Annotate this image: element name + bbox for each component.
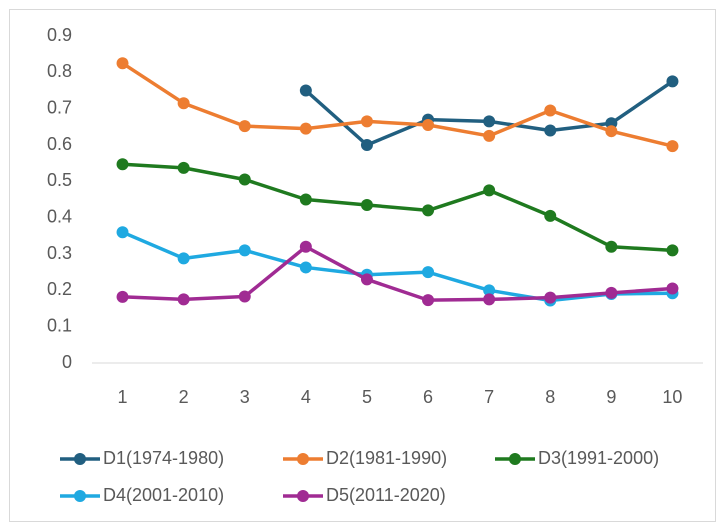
data-point: [544, 124, 557, 137]
data-point: [360, 115, 373, 128]
data-point: [483, 293, 496, 306]
y-tick-label: 0.1: [47, 315, 72, 335]
legend-marker: [297, 490, 309, 502]
x-tick-label: 1: [118, 387, 128, 407]
series-line: [122, 244, 673, 302]
data-point: [177, 97, 190, 110]
data-point: [544, 209, 557, 222]
data-point: [299, 240, 312, 253]
data-point: [483, 115, 496, 128]
data-point: [238, 244, 251, 257]
y-tick-label: 0.6: [47, 134, 72, 154]
x-tick-label: 8: [545, 387, 555, 407]
legend-marker: [297, 453, 309, 465]
data-point: [483, 284, 496, 297]
y-tick-label: 0.3: [47, 243, 72, 263]
legend-label: D2(1981-1990): [326, 448, 447, 468]
data-point: [116, 158, 129, 171]
data-point: [544, 104, 557, 117]
data-point: [360, 198, 373, 211]
data-point: [177, 252, 190, 265]
data-point: [605, 125, 618, 138]
data-point: [116, 226, 129, 239]
data-point: [422, 266, 435, 279]
x-tick-label: 6: [423, 387, 433, 407]
data-point: [422, 294, 435, 307]
data-point: [116, 290, 129, 303]
x-tick-label: 2: [179, 387, 189, 407]
data-point: [422, 204, 435, 217]
y-tick-label: 0.5: [47, 170, 72, 190]
legend-marker: [74, 453, 86, 465]
data-point: [666, 140, 679, 153]
legend-label: D3(1991-2000): [538, 448, 659, 468]
data-point: [116, 57, 129, 70]
legend-label: D1(1974-1980): [103, 448, 224, 468]
data-point: [360, 139, 373, 151]
series-line: [121, 230, 673, 303]
legend-marker: [509, 453, 521, 465]
data-point: [177, 293, 190, 306]
data-point: [299, 193, 312, 206]
data-point: [238, 290, 251, 303]
data-point: [666, 282, 679, 295]
y-tick-label: 0.8: [47, 61, 72, 81]
legend-marker: [74, 490, 86, 502]
legend-label: D5(2011-2020): [326, 485, 446, 505]
data-point: [605, 286, 618, 299]
data-point: [238, 120, 251, 133]
series-line: [122, 162, 673, 253]
y-tick-label: 0.4: [47, 206, 72, 226]
data-point: [360, 273, 373, 286]
x-tick-label: 5: [362, 387, 372, 407]
y-tick-label: 0.2: [47, 279, 72, 299]
series-line: [121, 61, 673, 148]
x-tick-label: 7: [484, 387, 494, 407]
data-point: [238, 173, 251, 186]
data-point: [422, 119, 435, 132]
data-point: [483, 184, 496, 197]
data-point: [483, 129, 496, 142]
x-tick-label: 4: [301, 387, 311, 407]
y-tick-label: 0.9: [47, 25, 72, 45]
data-point: [666, 75, 679, 88]
chart-border: [9, 9, 716, 522]
x-tick-label: 10: [662, 387, 682, 407]
data-point: [605, 240, 618, 253]
data-point: [666, 244, 679, 257]
y-tick-label: 0.7: [47, 97, 72, 117]
data-point: [544, 291, 557, 304]
data-point: [299, 122, 312, 135]
data-point: [177, 161, 190, 174]
y-tick-label: 0: [62, 352, 72, 372]
x-tick-label: 3: [240, 387, 250, 407]
legend-label: D4(2001-2010): [103, 485, 224, 505]
x-tick-label: 9: [606, 387, 616, 407]
data-point: [299, 84, 312, 97]
data-point: [299, 261, 312, 274]
